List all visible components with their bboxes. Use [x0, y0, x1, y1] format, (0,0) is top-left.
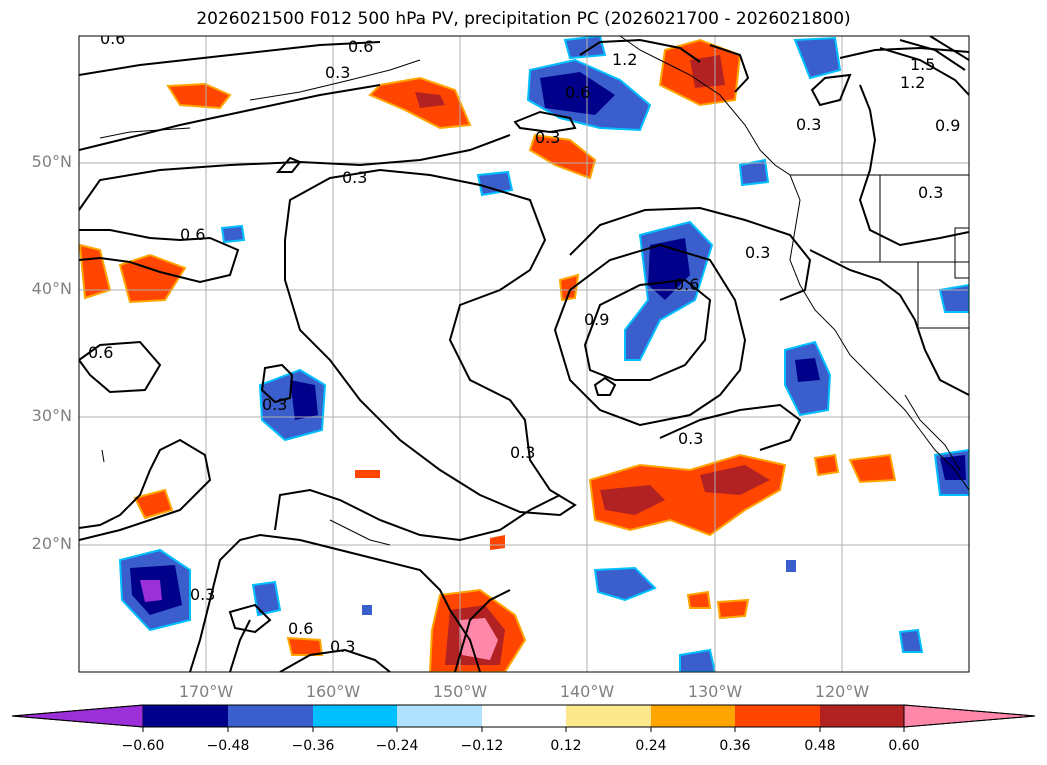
- contour-label: 0.3: [342, 168, 367, 187]
- pv-contours: [79, 36, 969, 672]
- contour-label: 0.3: [325, 63, 350, 82]
- contour-label: 0.6: [565, 83, 590, 102]
- lon-label: 160°W: [305, 682, 361, 701]
- lon-label: 150°W: [432, 682, 488, 701]
- contour-label: 0.3: [678, 429, 703, 448]
- lon-label: 120°W: [814, 682, 870, 701]
- colorbar-tick-label: −0.60: [121, 738, 165, 754]
- contour-label: 0.3: [262, 395, 287, 414]
- contour-label: 1.5: [910, 55, 935, 74]
- contour-label: 1.2: [612, 50, 637, 69]
- colorbar-tick-label: −0.36: [291, 738, 335, 754]
- contour-label: 0.6: [348, 37, 373, 56]
- contour-label: 0.3: [745, 243, 770, 262]
- contour-label: 0.3: [796, 115, 821, 134]
- contour-label: 1.2: [900, 73, 925, 92]
- contour-label: 0.3: [510, 443, 535, 462]
- lat-label: 50°N: [31, 152, 72, 171]
- contour-label: 0.6: [180, 225, 205, 244]
- colorbar-tick-label: 0.12: [550, 738, 582, 754]
- contour-label: 0.9: [584, 310, 609, 329]
- contour-label: 0.3: [918, 183, 943, 202]
- colorbar-tick-label: 0.24: [635, 738, 667, 754]
- graticule: [79, 36, 969, 672]
- lon-label: 130°W: [687, 682, 743, 701]
- lat-label: 30°N: [31, 406, 72, 425]
- colorbar-tick-label: −0.24: [375, 738, 419, 754]
- contour-label: 0.6: [674, 275, 699, 294]
- lon-label: 140°W: [559, 682, 615, 701]
- colorbar-tick-label: −0.12: [460, 738, 504, 754]
- contour-label: 0.3: [330, 637, 355, 656]
- lat-label: 20°N: [31, 534, 72, 553]
- map-title: 2026021500 F012 500 hPa PV, precipitatio…: [196, 9, 851, 29]
- precip-negative-areas: [118, 36, 969, 672]
- precip-positive-areas: [79, 38, 897, 672]
- contour-label: 0.9: [935, 116, 960, 135]
- contour-label: 0.6: [288, 619, 313, 638]
- contour-label: 0.3: [190, 585, 215, 604]
- colorbar-tick-label: 0.36: [719, 738, 751, 754]
- lon-label: 170°W: [178, 682, 234, 701]
- contour-label: 0.6: [100, 29, 125, 48]
- contour-label: 0.6: [88, 343, 113, 362]
- colorbar-tick-label: 0.60: [888, 738, 920, 754]
- map-frame: [78, 35, 970, 673]
- colorbar-tick-label: 0.48: [804, 738, 836, 754]
- colorbar-tick-label: −0.48: [206, 738, 250, 754]
- contour-label: 0.3: [535, 128, 560, 147]
- lat-label: 40°N: [31, 279, 72, 298]
- colorbar: [11, 704, 1036, 732]
